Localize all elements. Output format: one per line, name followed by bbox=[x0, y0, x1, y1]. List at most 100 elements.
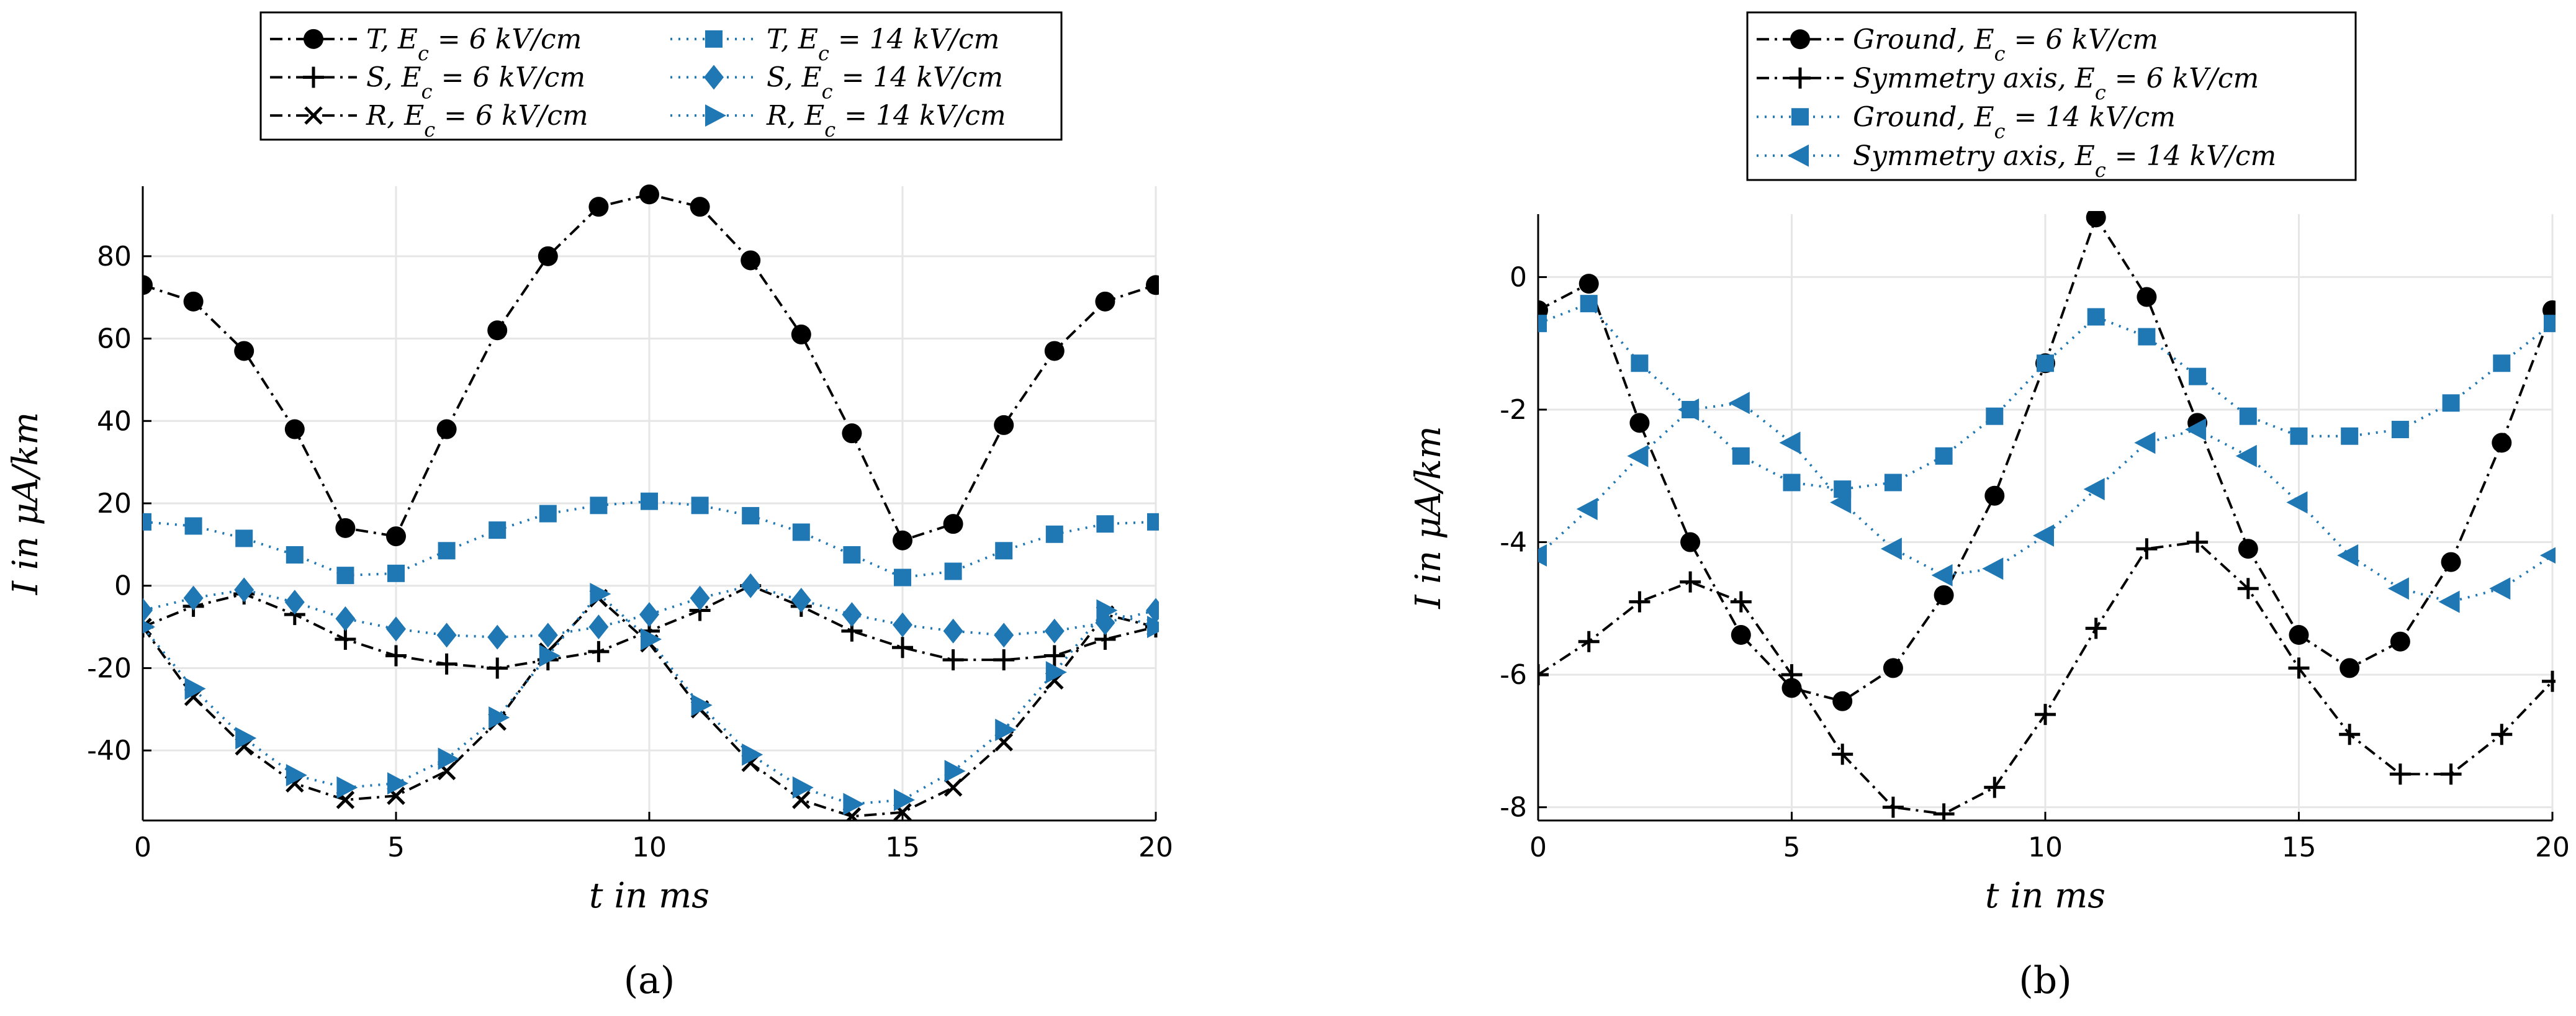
data-point bbox=[1680, 571, 1701, 593]
data-point bbox=[1538, 544, 1547, 567]
data-point bbox=[741, 573, 761, 598]
data-point bbox=[1783, 474, 1801, 492]
legend-label: R, Ec = 14 kV/cm bbox=[766, 100, 1006, 142]
data-point bbox=[1044, 618, 1065, 644]
data-point bbox=[286, 764, 307, 786]
legend-label: S, Ec = 14 kV/cm bbox=[767, 62, 1003, 104]
data-point bbox=[2037, 354, 2054, 372]
data-point bbox=[791, 324, 811, 344]
y-tick-label: 0 bbox=[114, 570, 132, 602]
data-point bbox=[691, 497, 709, 515]
legend-marker bbox=[1791, 108, 1809, 126]
data-point bbox=[590, 497, 608, 515]
data-point bbox=[1883, 658, 1903, 678]
data-point bbox=[1576, 498, 1598, 521]
y-axis-label: I in μA/km bbox=[1408, 426, 1449, 609]
data-point bbox=[2033, 524, 2054, 547]
y-tick-label: -6 bbox=[1500, 659, 1527, 691]
y-tick-label: -8 bbox=[1500, 792, 1527, 824]
data-point bbox=[487, 624, 508, 650]
legend-entry: Ground, Ec = 14 kV/cm bbox=[1757, 101, 2176, 143]
data-point bbox=[2540, 547, 2556, 564]
data-point bbox=[791, 587, 811, 613]
data-point bbox=[2237, 578, 2259, 600]
data-point bbox=[843, 793, 865, 816]
data-point bbox=[2185, 418, 2207, 441]
data-point bbox=[1880, 537, 1902, 560]
data-point bbox=[1629, 413, 1650, 433]
legend-label: Ground, Ec = 6 kV/cm bbox=[1853, 24, 2158, 65]
data-point bbox=[1044, 341, 1065, 361]
x-tick-label: 15 bbox=[885, 832, 920, 863]
legend-marker bbox=[303, 66, 324, 88]
data-point bbox=[387, 564, 405, 582]
data-point bbox=[2544, 315, 2556, 333]
data-point bbox=[538, 246, 558, 266]
data-point bbox=[183, 291, 204, 312]
data-point bbox=[2492, 433, 2512, 453]
legend-box bbox=[259, 11, 1063, 141]
data-point bbox=[336, 776, 358, 799]
data-point bbox=[742, 506, 760, 524]
legend-entry: Ground, Ec = 6 kV/cm bbox=[1757, 24, 2158, 65]
data-point bbox=[842, 423, 862, 444]
data-point bbox=[284, 590, 305, 615]
legend-marker bbox=[705, 30, 723, 48]
data-point bbox=[2235, 444, 2257, 467]
data-point bbox=[1629, 591, 1651, 613]
data-point bbox=[2341, 427, 2359, 445]
data-point bbox=[1832, 691, 1853, 711]
data-point bbox=[588, 641, 610, 662]
data-point bbox=[1984, 485, 2005, 506]
legend-label: R, Ec = 6 kV/cm bbox=[366, 100, 588, 142]
data-point bbox=[1538, 664, 1549, 686]
legend-entry: Symmetry axis, Ec = 14 kV/cm bbox=[1757, 140, 2276, 182]
series-2 bbox=[1538, 295, 2556, 498]
data-point bbox=[2387, 577, 2409, 600]
x-tick-label: 10 bbox=[2028, 832, 2063, 863]
data-point bbox=[1832, 744, 1853, 765]
legend-marker bbox=[704, 65, 724, 90]
data-point bbox=[1779, 431, 1801, 454]
legend-label: Ground, Ec = 14 kV/cm bbox=[1853, 101, 2176, 143]
data-point bbox=[184, 677, 206, 700]
data-point bbox=[944, 562, 962, 580]
y-tick-label: -20 bbox=[87, 652, 132, 684]
data-point bbox=[995, 719, 1017, 741]
panel-label: (a) bbox=[624, 959, 675, 1002]
data-point bbox=[690, 585, 710, 611]
legend-marker bbox=[304, 106, 323, 125]
data-point bbox=[1986, 407, 2004, 425]
data-point bbox=[993, 649, 1015, 671]
data-point bbox=[2441, 552, 2461, 572]
data-point bbox=[2083, 478, 2105, 501]
data-point bbox=[1731, 625, 1751, 645]
y-tick-label: 40 bbox=[97, 405, 132, 437]
y-tick-label: 60 bbox=[97, 323, 132, 355]
legend-entry: T, Ec = 14 kV/cm bbox=[670, 24, 999, 65]
data-point bbox=[1730, 591, 1752, 613]
data-point bbox=[893, 530, 912, 551]
y-tick-label: 20 bbox=[97, 488, 132, 519]
data-point bbox=[538, 623, 558, 648]
data-point bbox=[994, 415, 1014, 435]
data-point bbox=[1934, 585, 1954, 605]
chart-panel-b: 0 5 10 15 20 -8 -6 -4 -2 0 t in ms I in μA/km (b) Gro… bbox=[1408, 11, 2570, 1002]
data-point bbox=[438, 542, 456, 560]
x-axis-label: t in ms bbox=[1985, 876, 2105, 916]
data-point bbox=[943, 514, 963, 534]
data-point bbox=[143, 618, 152, 636]
data-point bbox=[2339, 724, 2361, 745]
x-tick-label: 20 bbox=[2535, 832, 2570, 863]
data-point bbox=[1043, 645, 1065, 667]
data-point bbox=[741, 250, 761, 271]
data-point bbox=[2390, 631, 2410, 652]
series-line bbox=[143, 584, 1156, 639]
data-point bbox=[792, 776, 814, 799]
data-point bbox=[2138, 328, 2156, 346]
data-point bbox=[1147, 616, 1159, 639]
data-point bbox=[385, 645, 407, 667]
data-point bbox=[2337, 544, 2359, 567]
data-point bbox=[235, 727, 257, 750]
data-point bbox=[1984, 776, 2006, 798]
